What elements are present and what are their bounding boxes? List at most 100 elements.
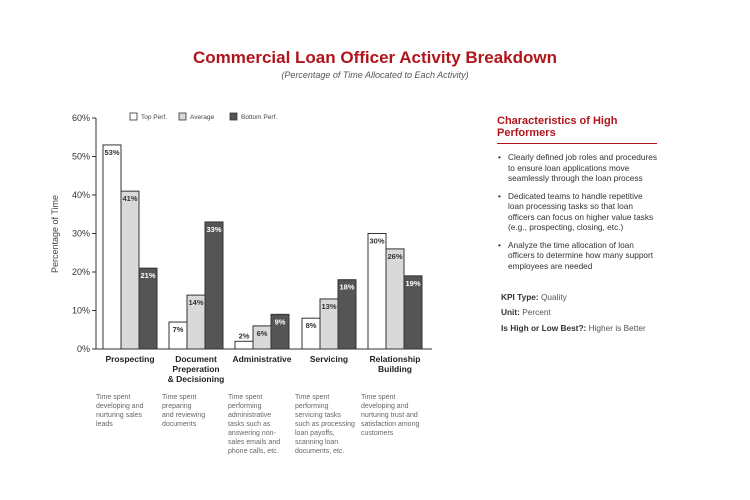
- bar: [138, 267, 158, 350]
- y-tick-label: 0%: [77, 344, 90, 354]
- data-label: 2%: [239, 331, 250, 340]
- description-line: developing and: [96, 403, 144, 410]
- description-line: administrative: [228, 412, 272, 419]
- y-tick-label: 20%: [72, 267, 90, 277]
- kpi-best: Is High or Low Best?: Higher is Better: [501, 323, 646, 333]
- description-line: servicing tasks: [295, 412, 341, 419]
- y-tick-label: 30%: [72, 229, 90, 239]
- kpi-best-label: Is High or Low Best?:: [501, 323, 587, 333]
- description-line: sales emails and: [228, 439, 281, 446]
- y-axis-title: Percentage of Time: [50, 195, 60, 273]
- data-label: 14%: [188, 298, 203, 307]
- data-label: 8%: [306, 321, 317, 330]
- bar: [403, 275, 423, 350]
- y-tick-label: 60%: [72, 113, 90, 123]
- bar: [385, 248, 405, 350]
- category-label: Prospecting: [105, 354, 154, 364]
- data-label: 26%: [387, 252, 402, 261]
- panel-bullet-text: Clearly defined job roles and procedures…: [508, 152, 657, 183]
- description-line: leads: [96, 421, 113, 428]
- kpi-unit: Unit: Percent: [501, 307, 551, 317]
- kpi-unit-label: Unit:: [501, 307, 520, 317]
- description-line: performing: [228, 403, 262, 410]
- data-label: 18%: [339, 283, 354, 292]
- legend-swatch: [129, 112, 138, 121]
- bar: [120, 190, 140, 350]
- description-line: answering non-: [228, 430, 276, 437]
- panel-bullet: • Dedicated teams to handle repetitive lo…: [498, 190, 657, 233]
- bullet-icon: •: [498, 152, 501, 162]
- kpi-type: KPI Type: Quality: [501, 292, 567, 302]
- panel-title: Characteristics of High Performers: [497, 115, 657, 144]
- legend-swatch: [178, 112, 187, 121]
- panel-bullet: • Analyze the time allocation of loan off…: [498, 239, 657, 272]
- legend-label: Average: [190, 114, 214, 121]
- bullet-icon: •: [498, 239, 501, 250]
- y-tick-label: 40%: [72, 190, 90, 200]
- description-line: performing: [295, 403, 329, 410]
- description-line: developing and: [361, 403, 409, 410]
- description-line: Time spent: [361, 394, 396, 401]
- bar: [204, 221, 224, 350]
- panel-bullet-text: Dedicated teams to handle repetitive loa…: [508, 190, 654, 233]
- description-line: loan payoffs,: [295, 430, 335, 437]
- category-description: Time spent performing administrative tasks …: [228, 393, 292, 456]
- chart-title: Commercial Loan Officer Activity Breakdo…: [192, 48, 558, 67]
- category-description: Time spent preparing and reviewing document…: [162, 393, 226, 429]
- high-performers-panel: Characteristics of High Performers • Clea…: [497, 115, 657, 278]
- description-line: Time spent: [295, 394, 330, 401]
- kpi-unit-value: Percent: [522, 307, 551, 317]
- category-description: Time spent developing and nurturing trust …: [361, 393, 425, 438]
- category-label: & Decisioning: [168, 374, 225, 384]
- kpi-best-value: Higher is Better: [588, 323, 646, 333]
- description-line: nurturing trust and: [361, 412, 418, 419]
- data-label: 33%: [206, 225, 221, 234]
- data-label: 41%: [122, 194, 137, 203]
- bar: [337, 279, 357, 350]
- description-line: satisfaction among: [361, 421, 420, 428]
- category-description: Time spent developing and nurturing sales l…: [96, 393, 160, 429]
- category-label: Building: [378, 364, 412, 374]
- description-line: preparing: [162, 403, 192, 410]
- data-label: 9%: [275, 317, 286, 326]
- chart-subtitle: (Percentage of Time Allocated to Each Ac…: [281, 70, 469, 80]
- description-line: phone calls, etc.: [228, 448, 279, 455]
- category-label: Document: [175, 354, 217, 364]
- description-line: customers: [361, 430, 394, 437]
- description-line: and reviewing: [162, 412, 206, 419]
- data-label: 21%: [140, 271, 155, 280]
- bar-chart: 0% 10% 20% 30% 40% 50% 60% Percentage of Time To…: [50, 112, 432, 384]
- bullet-icon: •: [498, 190, 501, 201]
- legend-swatch: [229, 112, 238, 121]
- description-line: tasks such as: [228, 421, 271, 428]
- data-label: 6%: [257, 329, 268, 338]
- category-label: Servicing: [310, 354, 348, 364]
- kpi-type-value: Quality: [540, 292, 567, 302]
- bar: [367, 233, 387, 350]
- category-label: Relationship: [369, 354, 420, 364]
- legend-label: Bottom Perf.: [241, 114, 277, 121]
- panel-bullet: • Clearly defined job roles and procedure…: [498, 152, 657, 184]
- description-line: documents: [162, 421, 197, 428]
- y-tick-label: 10%: [72, 306, 90, 316]
- description-line: nurturing sales: [96, 412, 142, 419]
- description-line: documents, etc.: [295, 448, 345, 455]
- category-label: Administrative: [232, 354, 291, 364]
- legend-label: Top Perf.: [141, 114, 167, 121]
- description-line: Time spent: [228, 394, 263, 401]
- description-line: scanning loan: [295, 439, 339, 446]
- y-tick-label: 50%: [72, 152, 90, 162]
- data-label: 13%: [321, 302, 336, 311]
- description-line: such as processing: [295, 421, 355, 428]
- panel-bullet-list: • Clearly defined job roles and procedure…: [497, 152, 657, 271]
- data-label: 7%: [173, 325, 184, 334]
- description-line: Time spent: [162, 394, 197, 401]
- kpi-type-label: KPI Type:: [501, 292, 539, 302]
- data-label: 19%: [405, 279, 420, 288]
- bar: [102, 144, 122, 350]
- data-label: 53%: [104, 148, 119, 157]
- bar: [270, 313, 290, 350]
- category-label: Preperation: [172, 364, 219, 374]
- bar: [234, 340, 254, 350]
- panel-bullet-text: Analyze the time allocation of loan offi…: [508, 239, 654, 271]
